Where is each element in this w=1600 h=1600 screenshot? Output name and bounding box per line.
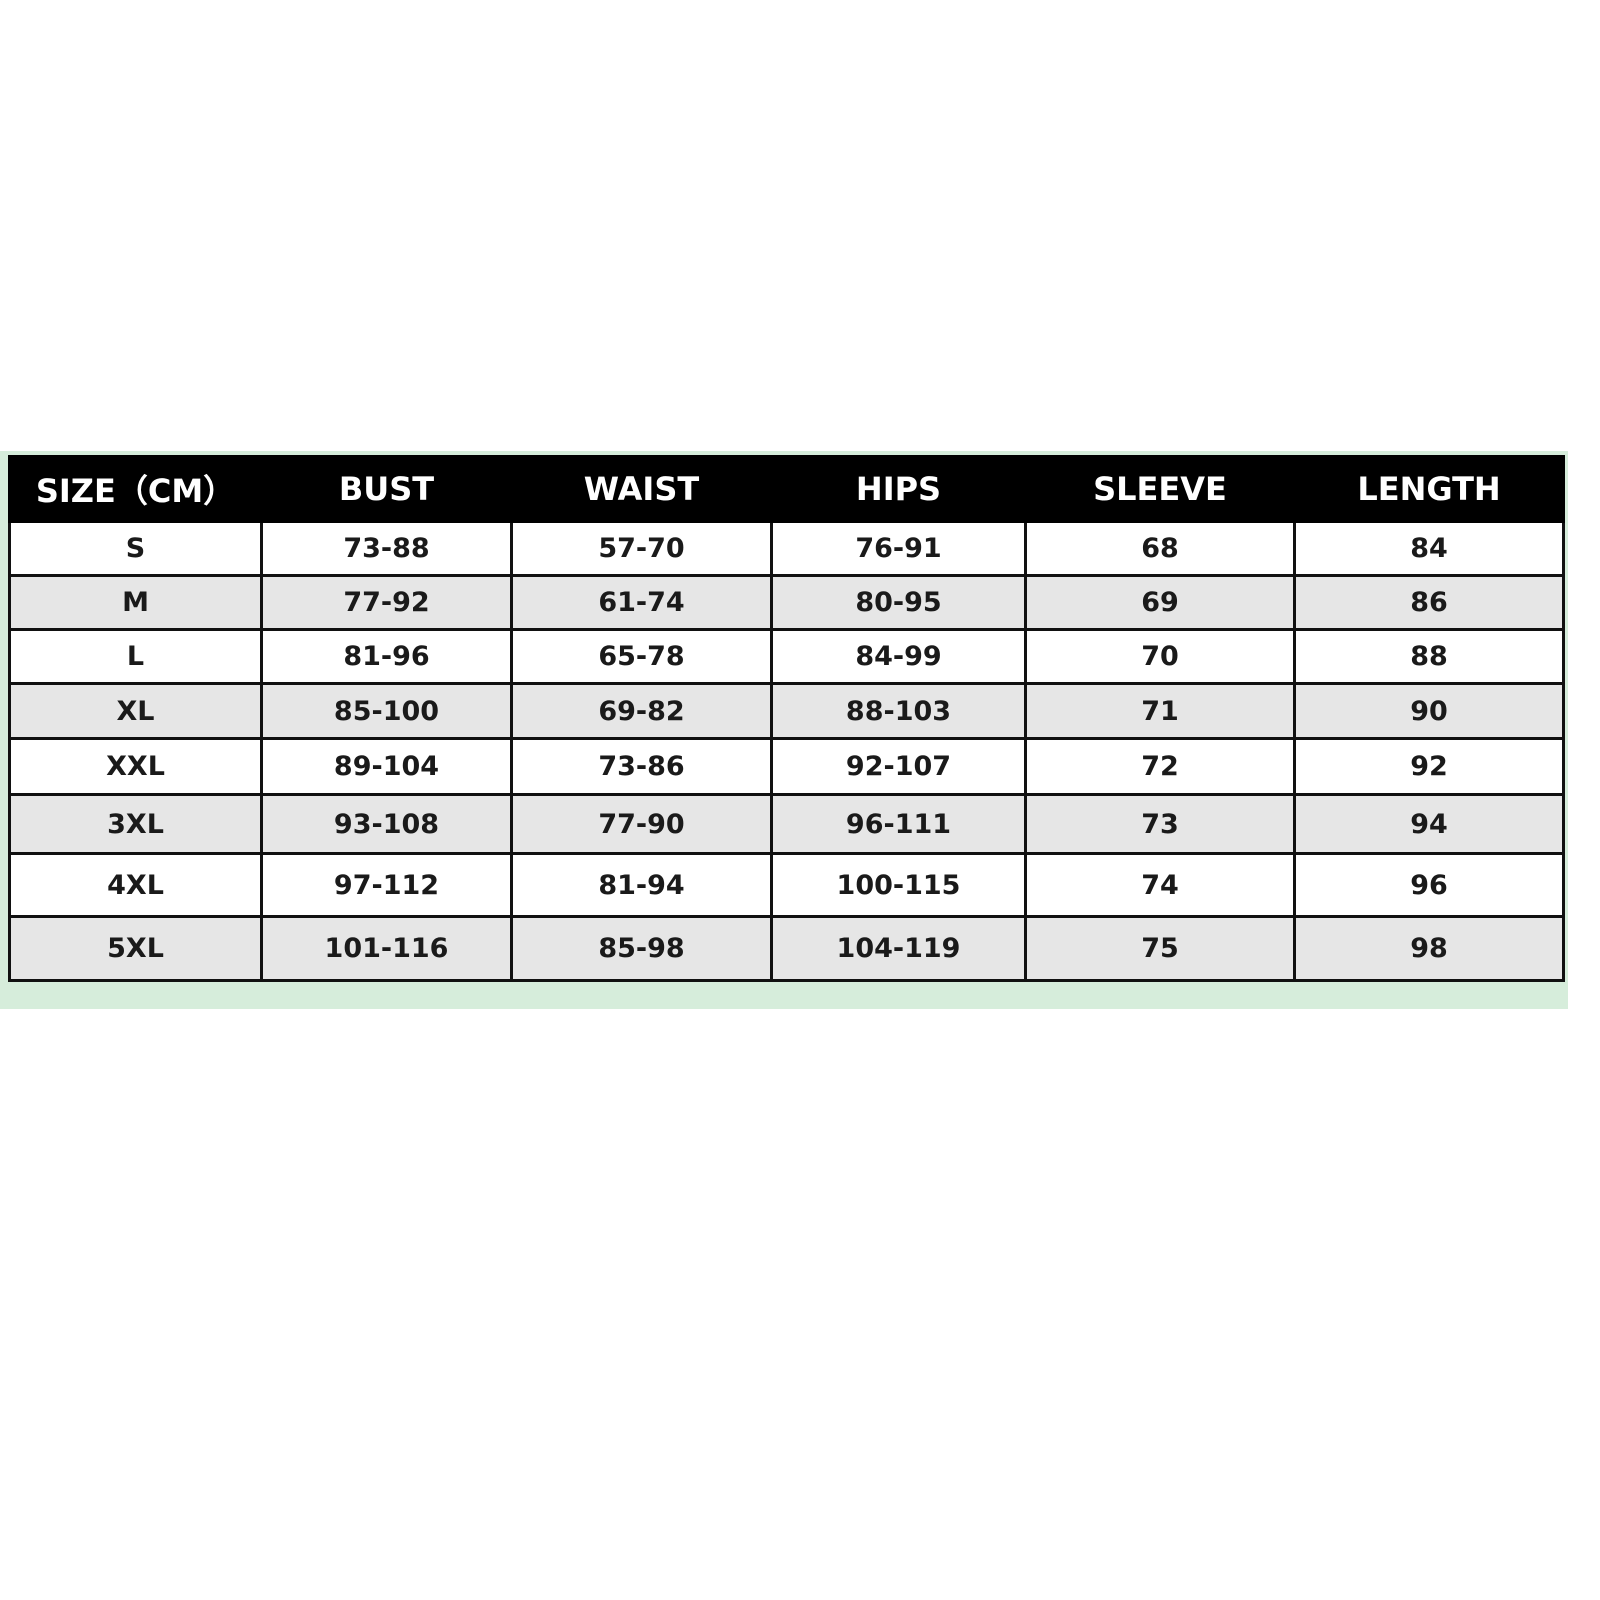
table-cell: 101-116 — [260, 915, 513, 982]
table-row: 3XL 93-108 77-90 96-111 73 94 — [8, 793, 1565, 855]
table-cell: 73-86 — [510, 737, 773, 796]
column-header: BUST — [260, 455, 513, 523]
table-cell: 71 — [1024, 682, 1296, 740]
table-cell: 4XL — [8, 852, 263, 918]
table-cell: 65-78 — [510, 628, 773, 685]
table-cell: XXL — [8, 737, 263, 796]
table-row: XXL 89-104 73-86 92-107 72 92 — [8, 737, 1565, 796]
table-cell: 96 — [1293, 852, 1565, 918]
table-cell: 80-95 — [770, 574, 1027, 631]
table-cell: 77-90 — [510, 793, 773, 855]
header-row: SIZE（CM） BUST WAIST HIPS SLEEVE LENGTH — [8, 455, 1565, 523]
table-row: L 81-96 65-78 84-99 70 88 — [8, 628, 1565, 685]
table-cell: 92 — [1293, 737, 1565, 796]
table-cell: S — [8, 520, 263, 577]
table-cell: 84 — [1293, 520, 1565, 577]
table-cell: 75 — [1024, 915, 1296, 982]
table-cell: 76-91 — [770, 520, 1027, 577]
table-row: M 77-92 61-74 80-95 69 86 — [8, 574, 1565, 631]
table-cell: 104-119 — [770, 915, 1027, 982]
table-cell: 70 — [1024, 628, 1296, 685]
table-cell: 5XL — [8, 915, 263, 982]
table-cell: 3XL — [8, 793, 263, 855]
column-header: SIZE（CM） — [8, 455, 263, 523]
table-cell: 73 — [1024, 793, 1296, 855]
size-chart-table: SIZE（CM） BUST WAIST HIPS SLEEVE LENGTH S 73-88… — [8, 455, 1565, 982]
table-cell: 69 — [1024, 574, 1296, 631]
column-header: LENGTH — [1293, 455, 1565, 523]
table-cell: 57-70 — [510, 520, 773, 577]
table-cell: 92-107 — [770, 737, 1027, 796]
column-header: WAIST — [510, 455, 773, 523]
table-cell: 90 — [1293, 682, 1565, 740]
table-cell: 94 — [1293, 793, 1565, 855]
table-row: 4XL 97-112 81-94 100-115 74 96 — [8, 852, 1565, 918]
table-cell: 81-94 — [510, 852, 773, 918]
column-header: HIPS — [770, 455, 1027, 523]
table-cell: 98 — [1293, 915, 1565, 982]
table-row: S 73-88 57-70 76-91 68 84 — [8, 520, 1565, 577]
table-cell: 88 — [1293, 628, 1565, 685]
table-cell: 85-98 — [510, 915, 773, 982]
table-cell: 100-115 — [770, 852, 1027, 918]
table-cell: 96-111 — [770, 793, 1027, 855]
table-row: XL 85-100 69-82 88-103 71 90 — [8, 682, 1565, 740]
table-cell: 74 — [1024, 852, 1296, 918]
table-cell: 84-99 — [770, 628, 1027, 685]
table-cell: 89-104 — [260, 737, 513, 796]
table-cell: L — [8, 628, 263, 685]
table-cell: 97-112 — [260, 852, 513, 918]
table-cell: 69-82 — [510, 682, 773, 740]
table-cell: 68 — [1024, 520, 1296, 577]
table-cell: 81-96 — [260, 628, 513, 685]
table-cell: 88-103 — [770, 682, 1027, 740]
table-cell: 61-74 — [510, 574, 773, 631]
table-cell: 77-92 — [260, 574, 513, 631]
table-cell: 73-88 — [260, 520, 513, 577]
table-cell: 85-100 — [260, 682, 513, 740]
table-cell: M — [8, 574, 263, 631]
table-cell: 93-108 — [260, 793, 513, 855]
table-cell: 86 — [1293, 574, 1565, 631]
table-cell: XL — [8, 682, 263, 740]
table-row: 5XL 101-116 85-98 104-119 75 98 — [8, 915, 1565, 982]
table-cell: 72 — [1024, 737, 1296, 796]
column-header: SLEEVE — [1024, 455, 1296, 523]
